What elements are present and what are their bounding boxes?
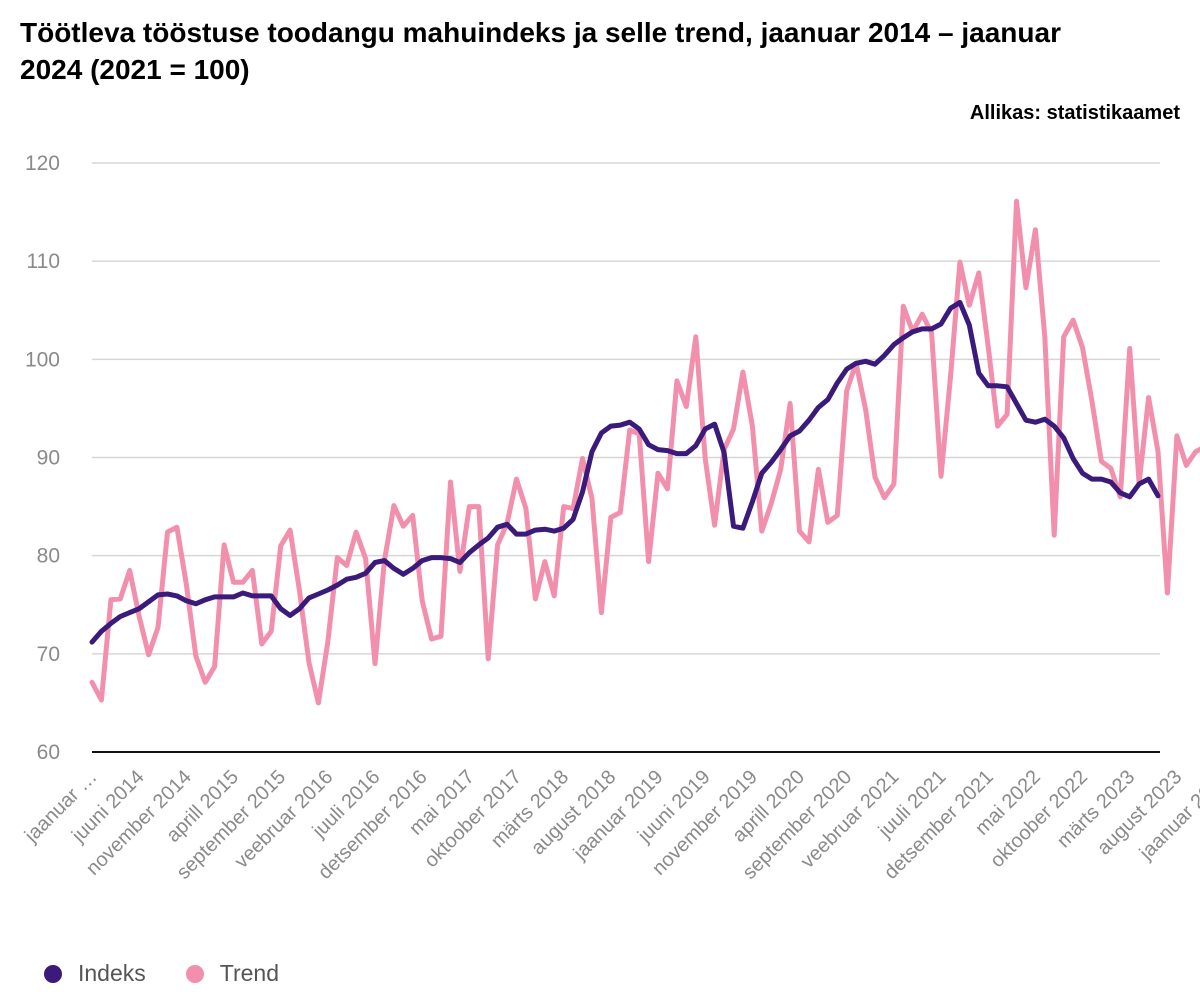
- y-tick-label: 70: [37, 643, 60, 666]
- legend-marker-icon: [185, 964, 204, 983]
- series-lines: [89, 198, 1200, 706]
- y-tick-label: 80: [37, 545, 60, 568]
- y-tick-label: 110: [27, 250, 60, 273]
- line-chart: 60 70 80 90 100 110 120 jaanuar …juuni 2014nov…: [20, 152, 1200, 884]
- legend-marker-icon: [44, 964, 62, 983]
- series-line-trend[interactable]: [89, 198, 1200, 706]
- y-tick-label: 90: [37, 447, 60, 470]
- y-tick-label: 60: [37, 741, 60, 764]
- y-tick-label: 100: [25, 348, 60, 371]
- series-line-indeks[interactable]: [89, 299, 1161, 645]
- y-tick-label: 120: [25, 152, 60, 175]
- source-label: Allikas: statistikaamet: [969, 102, 1180, 124]
- legend-item-indeks[interactable]: Indeks: [44, 960, 146, 987]
- legend-label: Trend: [219, 960, 279, 986]
- legend: Indeks Trend: [44, 960, 279, 987]
- chart-title: Töötleva tööstuse toodangu mahuindeks ja…: [20, 17, 1061, 85]
- legend-item-trend[interactable]: Trend: [185, 960, 279, 987]
- legend-label: Indeks: [78, 960, 146, 986]
- y-axis-ticks: 60 70 80 90 100 110 120: [25, 152, 60, 764]
